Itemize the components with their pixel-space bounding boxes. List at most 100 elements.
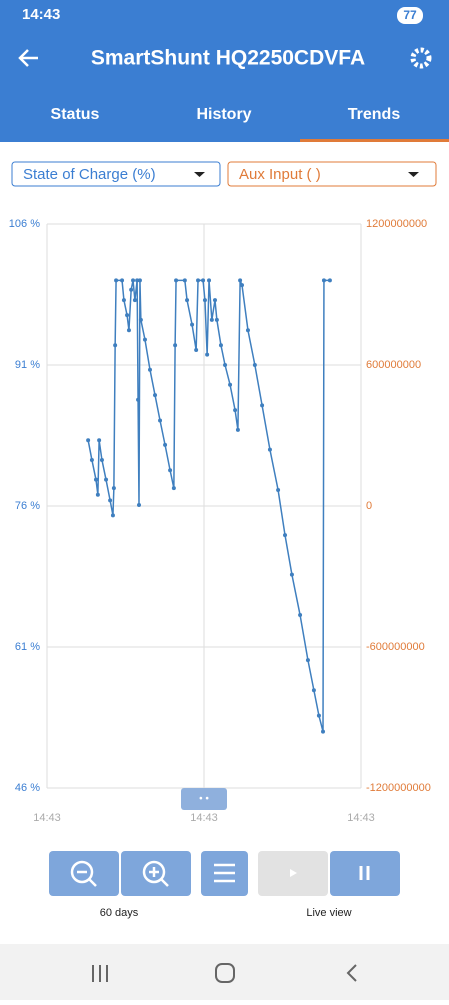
data-point [136,397,141,402]
play-icon [290,869,297,877]
data-point [174,278,179,283]
data-point [89,457,94,462]
zoom-range-label: 60 days [100,907,139,919]
tab-trends[interactable]: Trends [348,106,401,123]
settings-button[interactable] [410,47,432,69]
data-point [104,477,109,482]
y-tick-label: 61 % [15,641,40,653]
recents-button[interactable] [92,965,108,982]
data-point [283,533,288,538]
data-point [228,382,233,387]
zoom-in-glyph [149,867,169,887]
nav-back-button[interactable] [346,964,357,982]
data-point [327,278,332,283]
data-point [135,278,140,283]
data-point [194,347,199,352]
data-point [86,438,91,443]
battery-icon [397,7,423,24]
data-point [316,713,321,718]
data-point [223,363,228,367]
data-point [121,298,126,303]
live-view-label: Live view [306,907,351,919]
y2-tick-label: -600000000 [366,641,425,653]
data-point [214,317,219,322]
primary-selector[interactable] [11,161,221,187]
app-bar [0,0,449,142]
data-point [276,488,281,493]
data-point [147,367,152,372]
secondary-selector-label: Aux Input ( ) [239,166,321,183]
data-point [182,278,187,283]
x-tick-label: 14:43 [347,812,375,824]
data-point [158,418,163,423]
data-point [95,492,100,497]
data-point [238,278,243,283]
dropdown-arrow [194,172,205,177]
data-point [305,658,310,663]
tab-indicator [300,139,449,142]
series-line [87,279,330,732]
y-tick-label: 106 % [9,218,40,230]
data-point [137,503,142,508]
settings-hole [418,55,424,61]
data-point [163,442,168,447]
data-point [252,363,257,367]
chart-handle[interactable] [181,788,227,810]
menu-icon [214,863,235,883]
data-point [114,278,119,283]
zoom-out-glyph [77,870,97,887]
device-title: SmartShunt HQ2250CDVFA [91,47,365,70]
data-point [289,572,294,577]
data-point [201,278,206,283]
data-point [267,447,272,452]
y-tick-label: 91 % [15,359,40,371]
data-point [212,298,217,303]
y2-tick-label: 0 [366,500,372,512]
x-tick-label: 14:43 [33,812,61,824]
data-point [153,393,158,398]
handle-dots: • • [199,794,209,805]
zoom-out-button[interactable] [49,851,119,896]
data-point [110,513,115,518]
data-point [171,486,176,491]
tab-history[interactable]: History [196,106,251,123]
data-point [173,343,178,348]
data-point [129,287,134,292]
data-point [190,322,195,327]
data-point [209,317,214,322]
x-tick-label: 14:43 [190,812,218,824]
clock: 14:43 [22,6,60,23]
data-point [235,427,240,432]
data-point [125,313,130,318]
data-point [99,457,104,462]
dropdown-arrow [408,172,419,177]
data-point [205,352,210,357]
data-point [113,343,118,348]
data-point [185,298,190,303]
back-button[interactable] [18,49,38,67]
data-point [298,613,303,618]
data-point [108,498,113,503]
zoom-in-button[interactable] [121,851,191,896]
data-point [321,278,326,283]
data-point [260,403,265,408]
zoom-in-icon [142,860,166,884]
nav-bar [0,944,449,1000]
tab-status[interactable]: Status [51,106,100,123]
data-point [321,729,326,734]
data-point [233,408,238,413]
secondary-selector[interactable] [227,161,437,187]
data-point [239,283,244,288]
y2-tick-label: 1200000000 [366,218,427,230]
y2-tick-label: 600000000 [366,359,421,371]
data-point [202,298,207,303]
primary-selector-label: State of Charge (%) [23,166,156,183]
y-tick-label: 46 % [15,782,40,794]
data-point [132,298,137,303]
battery-level: 77 [403,8,417,22]
data-point [126,328,131,333]
home-button[interactable] [215,963,235,983]
pause-button[interactable] [330,851,400,896]
